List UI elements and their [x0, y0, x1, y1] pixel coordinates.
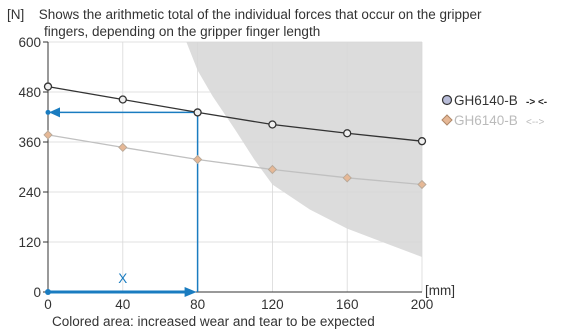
x-unit-label: [mm]	[425, 283, 455, 298]
series-2-point	[118, 142, 128, 153]
legend: GH6140-B -> <- GH6140-B <-->	[441, 93, 547, 128]
reading-example: X	[45, 107, 199, 297]
y-unit-label: [N]	[7, 7, 25, 22]
series-2-point	[192, 154, 203, 165]
series-1-point	[118, 95, 127, 104]
y-tick-label: 360	[18, 135, 41, 150]
series-1-point	[43, 82, 53, 91]
legend-circle-marker	[441, 94, 453, 106]
x-tick-label: 40	[115, 297, 130, 312]
y-tick-label: 120	[18, 235, 41, 250]
legend-diamond-marker	[441, 114, 453, 126]
chart-header: [N] Shows the arithmetic total of the in…	[7, 6, 573, 40]
example-arrow-left	[49, 107, 60, 118]
legend-label-2: GH6140-B	[454, 113, 518, 128]
series-2-point	[267, 164, 278, 175]
example-x-marker-label: X	[118, 271, 127, 286]
series-1-point	[417, 137, 427, 146]
tick-labels: 0 120 240 360 480 600 0 40 80 120 160 200[mm]	[18, 35, 455, 312]
legend-suffix-1: -> <-	[526, 97, 547, 108]
series-2-point	[342, 173, 352, 183]
example-y-dot	[45, 109, 51, 115]
series-2-point	[417, 179, 427, 190]
y-tick-label: 600	[18, 35, 41, 50]
increased-wear-region	[186, 42, 422, 257]
header-description-line-2: fingers, depending on the gripper finger…	[44, 24, 321, 39]
x-tick-label: 0	[44, 297, 52, 312]
series-1-point	[343, 129, 352, 138]
series	[43, 82, 427, 190]
x-tick-label: 120	[261, 297, 284, 312]
grid	[48, 41, 423, 292]
x-tick-label: 160	[336, 297, 359, 312]
header-line-1: [N] Shows the arithmetic total of the in…	[7, 6, 573, 23]
header-description-line-1: Shows the arithmetic total of the indivi…	[38, 7, 482, 22]
example-arrow-right	[184, 287, 197, 297]
series-1-point	[193, 108, 202, 117]
y-tick-label: 0	[33, 285, 41, 300]
series-line-1	[47, 85, 423, 142]
y-tick-label: 240	[18, 185, 41, 200]
series-line-2	[47, 134, 423, 186]
x-tick-label: 80	[190, 297, 205, 312]
example-origin-dot	[45, 289, 51, 295]
x-tick-label: 200	[411, 297, 434, 312]
y-tick-label: 480	[18, 85, 41, 100]
chart-footer-note: Colored area: increased wear and tear to…	[52, 314, 375, 329]
series-1-point	[268, 120, 277, 129]
legend-label-1: GH6140-B	[454, 93, 518, 108]
legend-suffix-2: <-->	[526, 117, 545, 128]
series-2-point	[43, 130, 53, 140]
